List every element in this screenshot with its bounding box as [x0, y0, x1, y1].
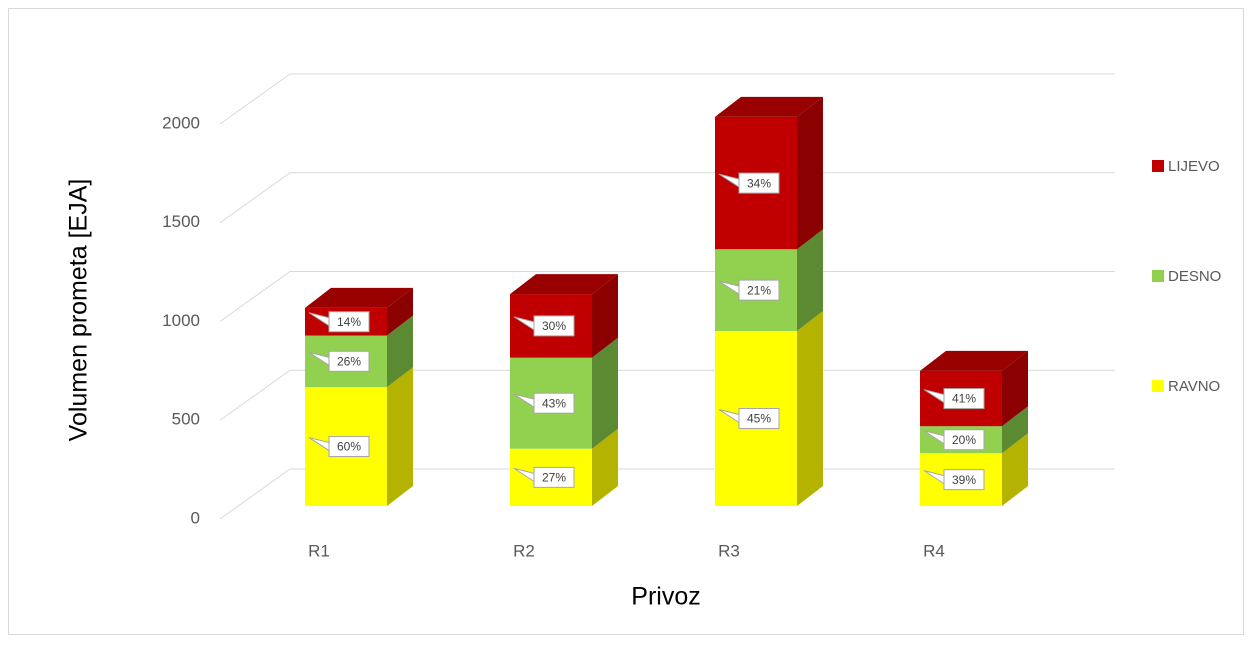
data-label: 21% — [747, 283, 771, 297]
x-tick-label: R2 — [513, 541, 535, 560]
x-axis-title: Privoz — [631, 583, 700, 611]
grid-line — [219, 468, 1115, 520]
data-label: 27% — [542, 471, 566, 485]
grid-line — [219, 172, 1115, 224]
bar-side — [1002, 350, 1028, 427]
data-label: 30% — [542, 319, 566, 333]
bar-side — [797, 229, 823, 332]
bar-side — [797, 311, 823, 506]
bar-top — [305, 287, 413, 308]
data-label: 43% — [542, 396, 566, 410]
legend-swatch — [1152, 380, 1164, 392]
bar-side — [387, 315, 413, 388]
bar-top — [920, 350, 1028, 371]
legend-swatch — [1152, 270, 1164, 282]
grid-line — [219, 73, 1115, 125]
data-label-box — [943, 429, 985, 451]
bar-side — [387, 367, 413, 506]
grid-line — [219, 369, 1115, 421]
y-axis-title: Volumen prometa [EJA] — [65, 179, 93, 442]
data-label-box — [738, 172, 780, 194]
y-tick-label: 1000 — [162, 311, 200, 330]
data-label: 34% — [747, 176, 771, 190]
data-label: 39% — [952, 473, 976, 487]
data-label-box — [738, 408, 780, 430]
bar-side — [797, 96, 823, 250]
y-tick-label: 500 — [172, 410, 200, 429]
data-label-box — [533, 392, 575, 414]
x-tick-label: R1 — [308, 541, 330, 560]
data-label: 60% — [337, 440, 361, 454]
legend-label: RAVNO — [1168, 378, 1220, 395]
data-label: 45% — [747, 412, 771, 426]
y-tick-label: 1500 — [162, 212, 200, 231]
data-label-box — [943, 469, 985, 491]
data-label: 41% — [952, 392, 976, 406]
data-label-box — [328, 436, 370, 458]
bar-side — [1002, 406, 1028, 454]
data-label-box — [738, 279, 780, 301]
data-label-box — [328, 350, 370, 372]
data-label-box — [533, 315, 575, 337]
bar-top — [510, 274, 618, 295]
x-tick-label: R4 — [923, 541, 945, 560]
bar-side — [592, 337, 618, 449]
data-label: 20% — [952, 433, 976, 447]
data-label-box — [533, 466, 575, 488]
grid-line — [219, 271, 1115, 322]
legend-label: LIJEVO — [1168, 158, 1220, 175]
bar-side — [592, 428, 618, 506]
bar-side — [1002, 433, 1028, 506]
bar-side — [387, 287, 413, 336]
y-tick-label: 2000 — [162, 113, 200, 132]
x-tick-label: R3 — [718, 541, 740, 560]
data-label: 26% — [337, 355, 361, 369]
data-label: 14% — [337, 315, 361, 329]
bar-side — [592, 274, 618, 358]
y-tick-label: 0 — [191, 508, 200, 527]
data-label-box — [943, 388, 985, 410]
data-label-box — [328, 311, 370, 333]
chart-border — [8, 8, 1244, 635]
legend-swatch — [1152, 160, 1164, 172]
legend-label: DESNO — [1168, 268, 1221, 285]
bar-top — [715, 96, 823, 117]
